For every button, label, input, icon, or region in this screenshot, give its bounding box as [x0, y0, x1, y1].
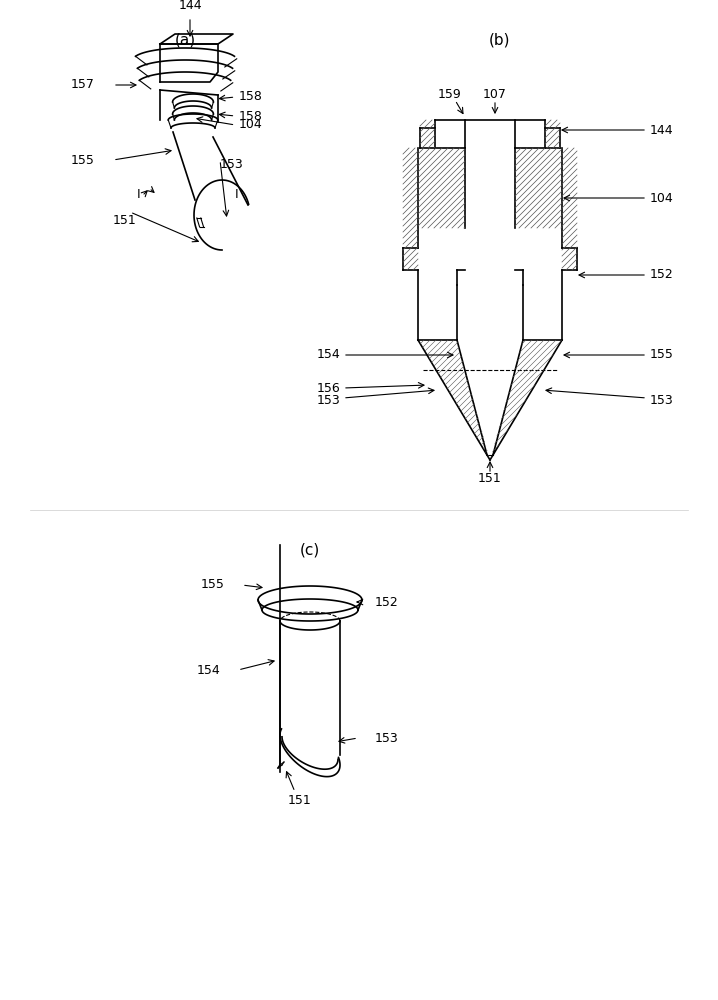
Text: 155: 155	[650, 349, 674, 361]
Bar	[403, 148, 418, 270]
Bar	[418, 148, 465, 228]
Text: 158: 158	[238, 109, 262, 122]
Text: 152: 152	[650, 268, 673, 282]
Text: 155: 155	[71, 153, 95, 166]
Text: (b): (b)	[489, 32, 510, 47]
Text: 153: 153	[375, 732, 398, 744]
Text: 151: 151	[113, 214, 137, 227]
Text: 153: 153	[220, 158, 243, 172]
Text: 152: 152	[375, 595, 398, 608]
Bar	[515, 148, 562, 228]
Text: 157: 157	[71, 79, 95, 92]
Text: 154: 154	[316, 349, 340, 361]
Text: 155: 155	[201, 578, 225, 591]
Text: 151: 151	[288, 794, 312, 806]
Text: 158: 158	[238, 91, 262, 104]
Bar	[545, 120, 560, 148]
Text: 107: 107	[483, 89, 507, 102]
Text: (a): (a)	[174, 32, 195, 47]
Text: 151: 151	[478, 472, 502, 485]
Text: 153: 153	[650, 393, 673, 406]
Text: 154: 154	[196, 664, 220, 676]
Text: (c): (c)	[300, 542, 320, 558]
Bar	[562, 148, 577, 270]
Text: I: I	[235, 188, 238, 202]
Text: 144: 144	[650, 123, 673, 136]
Text: 144: 144	[178, 0, 202, 12]
Text: 104: 104	[650, 192, 673, 205]
Text: 159: 159	[438, 89, 462, 102]
Text: I: I	[136, 188, 140, 202]
Text: 104: 104	[238, 118, 262, 131]
Text: 156: 156	[316, 381, 340, 394]
Text: 153: 153	[316, 393, 340, 406]
Bar	[420, 120, 435, 148]
